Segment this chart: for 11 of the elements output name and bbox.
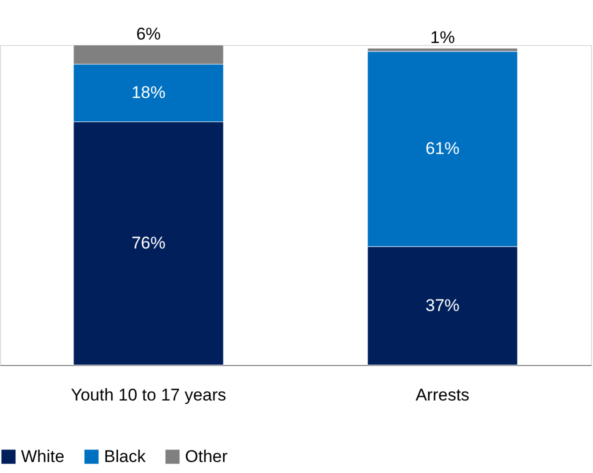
data-label: 6% (136, 24, 161, 44)
x-tick-label: Arrests (416, 386, 470, 404)
x-tick-label: Youth 10 to 17 years (70, 386, 226, 404)
legend-label: White (21, 446, 64, 466)
data-label: 18% (131, 83, 166, 102)
data-label: 1% (430, 28, 455, 47)
data-label: 37% (426, 296, 460, 315)
data-label: 76% (131, 233, 166, 252)
legend-label: Black (104, 446, 146, 466)
data-label: 61% (426, 139, 460, 158)
legend-label: Other (185, 446, 228, 466)
